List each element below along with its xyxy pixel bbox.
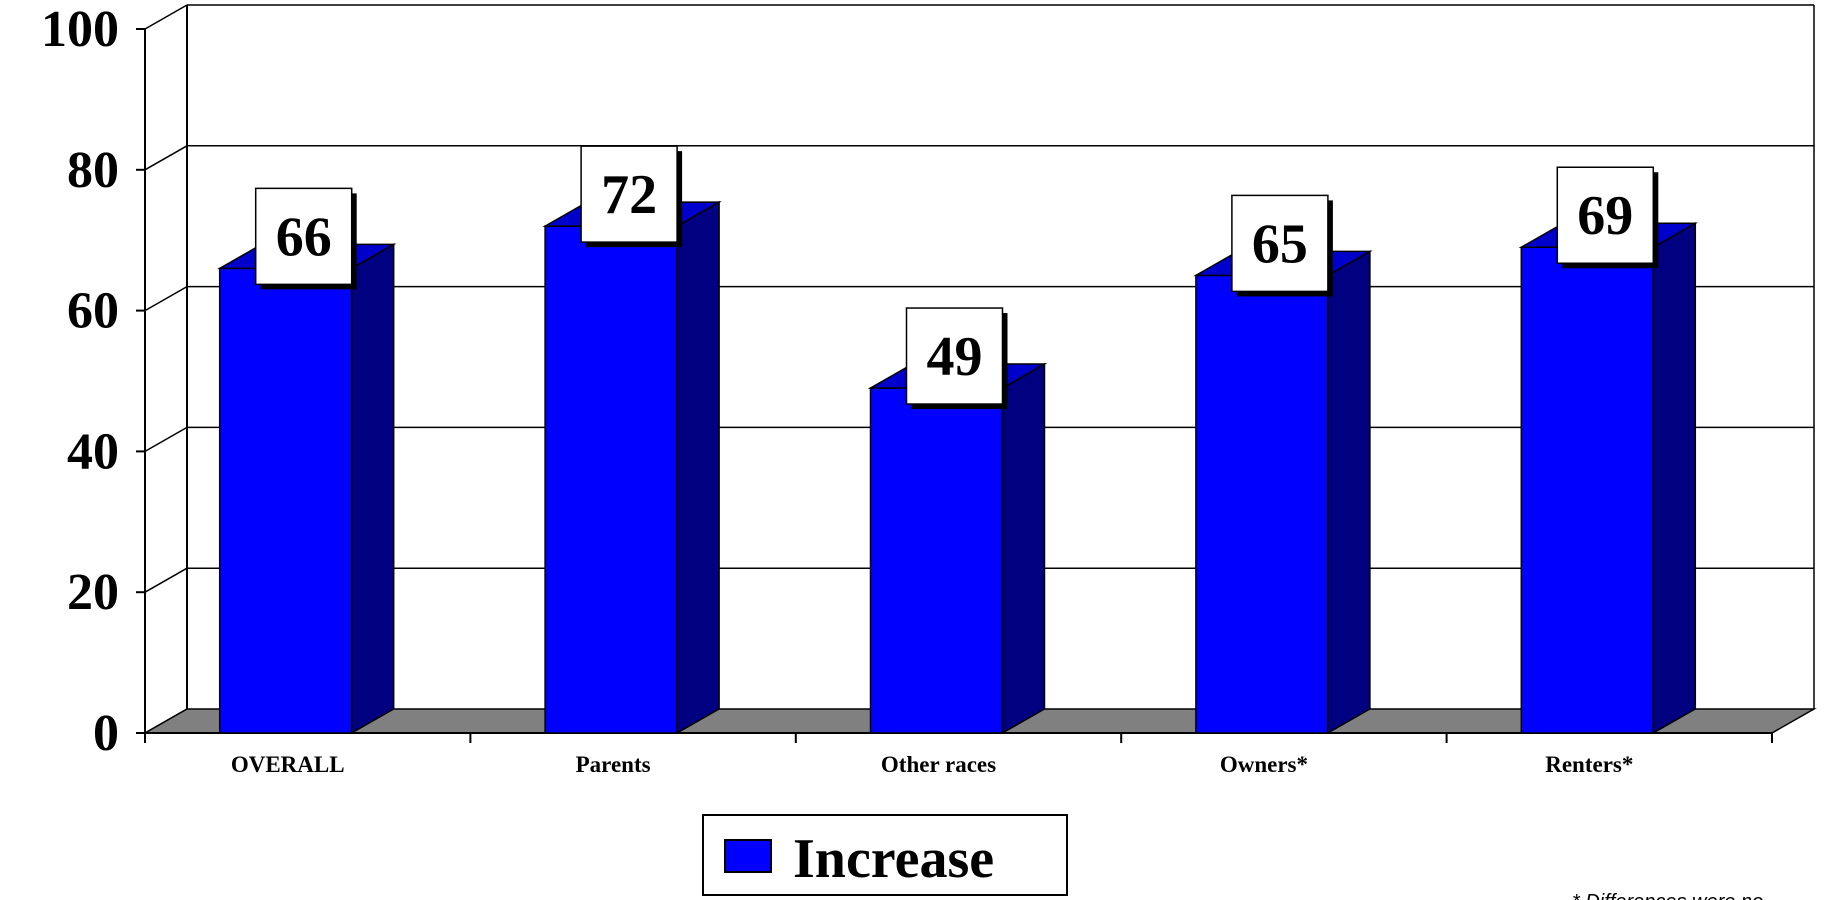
y-tick-label: 100 (41, 1, 119, 58)
bars (216, 200, 1699, 735)
bar (218, 267, 353, 734)
data-label-box (1231, 194, 1329, 293)
y-tick-label: 0 (93, 705, 119, 762)
bar (869, 387, 1004, 734)
x-tick-label: Parents (576, 752, 651, 777)
bar-side (350, 243, 395, 735)
gridline-side (144, 567, 188, 593)
x-tick-label: Renters* (1545, 752, 1633, 777)
data-label: 65 (1252, 213, 1308, 275)
data-label-box (905, 307, 1004, 405)
legend-swatch (724, 839, 772, 873)
bar-side (1327, 250, 1371, 735)
footnote: * Differences were no (1572, 891, 1763, 900)
gridline-side (144, 426, 188, 453)
gridline-side (144, 145, 188, 171)
y-tick-label: 40 (67, 423, 119, 480)
data-label: 66 (276, 206, 332, 268)
data-label-box (580, 145, 678, 243)
data-label-box (1556, 166, 1655, 264)
y-tick-label: 60 (67, 283, 119, 340)
x-tick-label: Other races (881, 752, 996, 777)
x-tick-label: OVERALL (231, 752, 345, 777)
bar-side (676, 200, 720, 735)
bar-side (1652, 221, 1697, 735)
legend-label: Increase (793, 828, 994, 890)
bar (1195, 274, 1329, 734)
legend: Increase (702, 814, 1068, 896)
y-tick-label: 80 (67, 142, 119, 199)
y-tick-label: 20 (67, 564, 119, 621)
data-label: 49 (927, 326, 983, 388)
gridline-side (144, 285, 188, 312)
data-label: 69 (1577, 185, 1633, 247)
data-label-box (254, 187, 353, 286)
bar (1520, 246, 1655, 734)
gridline-side (144, 4, 188, 30)
data-labels: 66 72 49 65 69 (254, 145, 1659, 410)
bar (544, 225, 678, 734)
bar-side (1001, 362, 1046, 735)
x-tick-label: Owners* (1220, 752, 1308, 777)
data-label: 72 (601, 164, 657, 226)
